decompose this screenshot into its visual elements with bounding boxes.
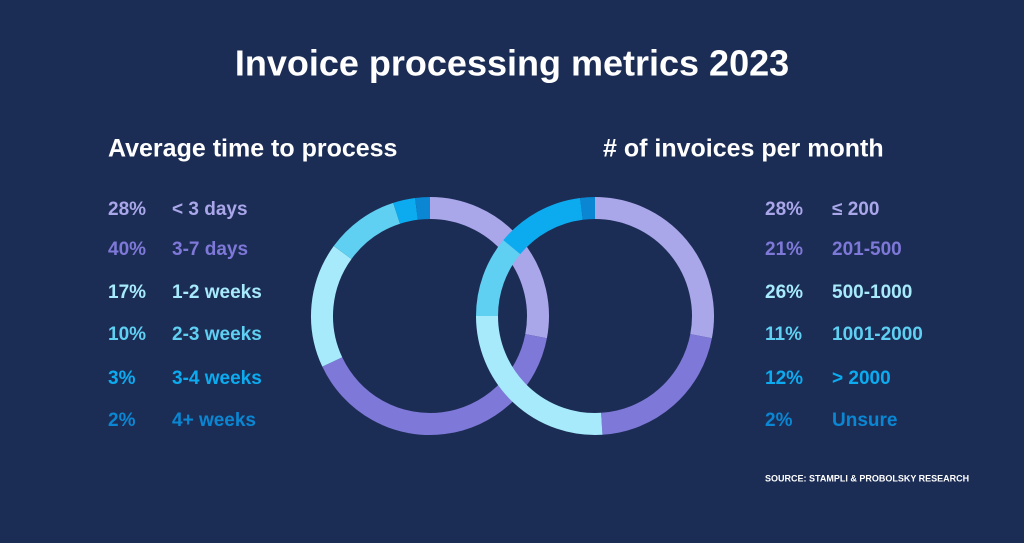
legend-label: < 3 days [172, 199, 248, 220]
donut-segment [476, 315, 603, 435]
legend-value: 28% [765, 199, 803, 220]
legend-value: 2% [765, 410, 793, 431]
donut-segment [600, 333, 712, 435]
donut-segment [476, 240, 521, 317]
legend-label: 3-7 days [172, 239, 248, 260]
donut-segment [322, 334, 547, 435]
legend-label: 201-500 [832, 239, 902, 260]
donut-segment [594, 197, 714, 339]
donut-segment [580, 197, 596, 220]
donut-segment [415, 197, 431, 220]
legend-value: 3% [108, 368, 136, 389]
legend-label: 500-1000 [832, 282, 912, 303]
legend-value: 10% [108, 324, 146, 345]
legend-value: 21% [765, 239, 803, 260]
chart-title: Average time to process [108, 135, 397, 163]
legend-value: 40% [108, 239, 146, 260]
legend-label: 1001-2000 [832, 324, 923, 345]
legend-label: 2-3 weeks [172, 324, 262, 345]
donut-segment [311, 246, 352, 367]
chart-title: # of invoices per month [603, 135, 884, 163]
legend-label: 3-4 weeks [172, 368, 262, 389]
legend-label: ≤ 200 [832, 199, 879, 220]
legend-label: > 2000 [832, 368, 891, 389]
legend-label: 4+ weeks [172, 410, 256, 431]
donut-segment [393, 197, 419, 224]
legend-label: 1-2 weeks [172, 282, 262, 303]
source: SOURCE: STAMPLI & PROBOLSKY RESEARCH [765, 473, 969, 483]
donut-segment [503, 197, 584, 255]
legend-value: 28% [108, 199, 146, 220]
legend-label: Unsure [832, 410, 897, 431]
donut-segment [333, 202, 401, 260]
legend-value: 11% [765, 324, 802, 345]
legend-value: 2% [108, 410, 136, 431]
page-title: Invoice processing metrics 2023 [235, 43, 789, 84]
legend-value: 12% [765, 368, 803, 389]
legend-value: 17% [108, 282, 146, 303]
legend-value: 26% [765, 282, 803, 303]
